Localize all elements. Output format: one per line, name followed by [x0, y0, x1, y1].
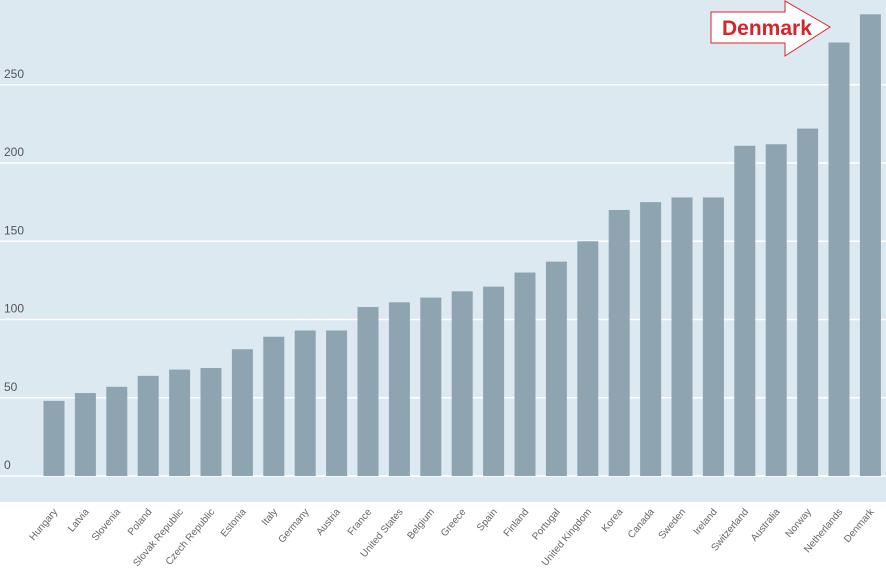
y-tick-label: 250: [4, 67, 24, 81]
bar: [828, 42, 850, 477]
bar: [577, 241, 599, 476]
y-axis: 0 50 100 150 200 250: [4, 67, 24, 472]
x-tick-label: Sweden: [657, 507, 689, 542]
bar: [231, 349, 253, 476]
x-tick-label: Latvia: [66, 507, 92, 535]
bar: [388, 302, 410, 476]
y-tick-label: 0: [4, 458, 11, 472]
bar: [545, 261, 567, 476]
x-tick-label: Belgium: [405, 507, 437, 542]
y-tick-label: 150: [4, 223, 24, 237]
x-tick-label: Spain: [475, 507, 500, 534]
x-tick-label: Norway: [784, 507, 814, 540]
x-tick-label: Austria: [314, 507, 343, 538]
bar: [765, 144, 787, 476]
bar: [43, 400, 65, 476]
x-tick-label: Italy: [260, 507, 280, 528]
x-tick-label: Hungary: [28, 507, 61, 543]
bar: [326, 330, 348, 476]
x-tick-label: Canada: [626, 507, 657, 541]
bar: [797, 128, 819, 476]
y-tick-label: 200: [4, 145, 24, 159]
bar: [200, 368, 222, 476]
bar: [169, 369, 191, 476]
x-tick-label: Australia: [749, 507, 783, 544]
bar: [74, 393, 96, 476]
bar: [263, 336, 285, 476]
x-tick-label: Denmark: [842, 506, 877, 545]
bars: [43, 14, 881, 477]
bar: [640, 202, 662, 476]
x-tick-label: Germany: [277, 507, 312, 546]
bar: [514, 272, 536, 476]
bar: [420, 297, 442, 476]
y-tick-label: 100: [4, 302, 24, 316]
bar: [483, 286, 505, 476]
callout-arrow-shape: [710, 0, 831, 57]
bar: [859, 14, 881, 476]
x-tick-label: Greece: [439, 507, 469, 540]
x-tick-label: France: [346, 507, 375, 538]
y-tick-label: 50: [4, 380, 18, 394]
bar: [734, 145, 756, 476]
denmark-callout: Denmark: [710, 0, 831, 57]
callout-label: Denmark: [722, 17, 812, 40]
bar: [608, 209, 630, 476]
x-tick-label: Slovenia: [90, 507, 123, 544]
bar: [137, 375, 159, 476]
bar: [106, 386, 128, 476]
bar: [357, 306, 379, 476]
x-tick-label: Portugal: [530, 507, 562, 543]
x-tick-label: Ireland: [692, 507, 720, 537]
x-tick-label: Finland: [502, 507, 532, 539]
bar: [702, 197, 724, 476]
bar: [294, 330, 316, 476]
bar: [671, 197, 693, 476]
x-tick-label: Korea: [600, 507, 626, 535]
x-tick-label: Poland: [126, 507, 154, 538]
x-tick-label: Estonia: [219, 507, 249, 540]
bar: [451, 291, 473, 476]
